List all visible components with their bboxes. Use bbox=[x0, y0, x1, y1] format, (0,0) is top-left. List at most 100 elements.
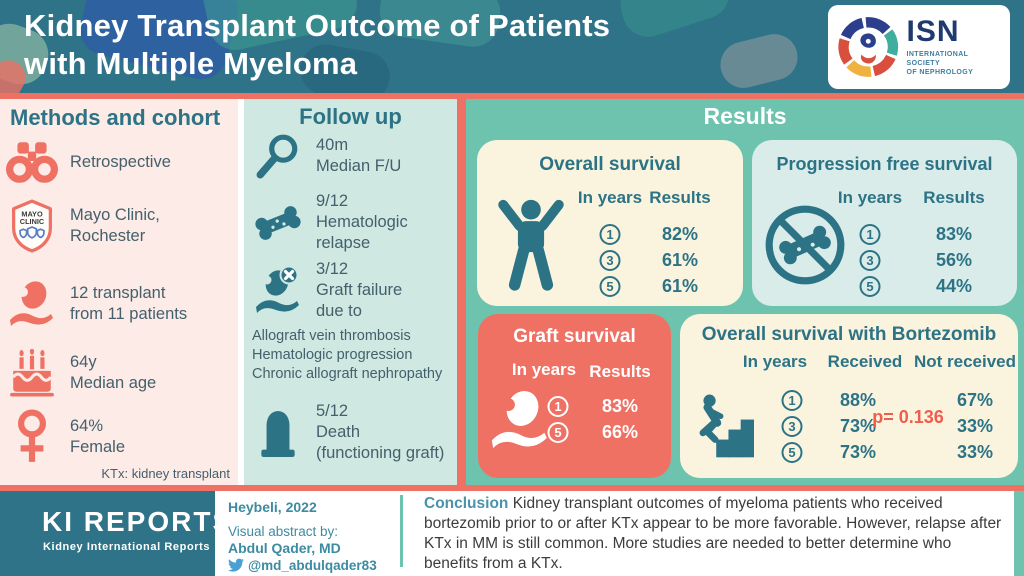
page-title-line2: with Multiple Myeloma bbox=[24, 46, 358, 81]
column-header-results: Results bbox=[589, 362, 651, 381]
panel-divider-accent bbox=[457, 99, 466, 485]
isn-crescent-shape bbox=[860, 54, 876, 64]
method-item-sex: 64% Female bbox=[4, 409, 125, 465]
received-value: 88% bbox=[839, 390, 877, 410]
method-label: Retrospective bbox=[70, 152, 171, 171]
year-badge: 3 bbox=[859, 250, 881, 271]
survival-value: 83% bbox=[601, 396, 639, 416]
isn-abbr: ISN bbox=[906, 15, 960, 48]
citation: Heybeli, 2022 bbox=[228, 499, 317, 515]
progression-free-survival-card: Progression free survival In years Resul… bbox=[752, 140, 1017, 306]
column-header-years: In years bbox=[742, 352, 808, 371]
hand-holding-kidney-icon bbox=[4, 277, 60, 331]
credit-name: Abdul Qader, MD bbox=[228, 540, 341, 556]
survival-value: 61% bbox=[661, 250, 699, 270]
followup-label: 3/12 Graft failure due to bbox=[316, 260, 403, 320]
survival-value: 61% bbox=[661, 276, 699, 296]
year-badge: 5 bbox=[599, 276, 621, 297]
isn-wordmark: ISN INTERNATIONAL SOCIETY OF NEPHROLOGY bbox=[907, 17, 1003, 77]
methods-heading: Methods and cohort bbox=[10, 105, 221, 130]
p-value: p= 0.136 bbox=[872, 407, 944, 427]
method-item-age: 64y Median age bbox=[4, 349, 156, 397]
isn-ring-icon bbox=[838, 17, 899, 77]
mayo-clinic-shield-icon: MAYO CLINIC bbox=[4, 199, 60, 253]
graft-survival-card: Graft survival In years Results 1 5 83% … bbox=[478, 314, 671, 478]
conclusion-text: Kidney transplant outcomes of myeloma pa… bbox=[424, 495, 1002, 572]
method-item-site: MAYO CLINIC Mayo Clinic, Rochester bbox=[4, 199, 160, 253]
footer: KI REPORTS Kidney International Reports … bbox=[0, 485, 1024, 576]
results-panel: Results Overall survival In years Result… bbox=[466, 99, 1024, 485]
year-badge: 1 bbox=[547, 396, 569, 417]
isn-name: INTERNATIONAL SOCIETY OF NEPHROLOGY bbox=[906, 51, 974, 76]
twitter-handle: @md_abdulqader83 bbox=[248, 557, 377, 573]
abbreviation-footnote: KTx: kidney transplant bbox=[101, 466, 230, 481]
results-heading: Results bbox=[703, 103, 787, 129]
card-title: Overall survival bbox=[539, 154, 681, 175]
accent-divider bbox=[0, 93, 1024, 99]
not-received-value: 33% bbox=[956, 416, 994, 436]
ki-reports-logo: KI REPORTS Kidney International Reports bbox=[0, 491, 231, 576]
page-title-line1: Kidney Transplant Outcome of Patients bbox=[24, 8, 611, 43]
magnifying-glass-icon bbox=[250, 133, 306, 179]
person-arms-raised-icon bbox=[495, 196, 567, 297]
brand-title: KI REPORTS bbox=[42, 506, 234, 537]
followup-item-relapse: 9/12 Hematologic relapse bbox=[250, 191, 408, 254]
year-badge: 1 bbox=[599, 224, 621, 245]
not-received-value: 33% bbox=[956, 442, 994, 462]
overall-survival-card: Overall survival In years Results 1 3 5 bbox=[477, 140, 743, 306]
card-title: Progression free survival bbox=[776, 154, 993, 174]
credit-label: Visual abstract by: bbox=[228, 524, 339, 539]
svg-text:CLINIC: CLINIC bbox=[20, 217, 45, 226]
column-header-years: In years bbox=[511, 360, 577, 379]
year-badge: 5 bbox=[859, 276, 881, 297]
brand-subtitle: Kidney International Reports bbox=[43, 541, 211, 553]
female-symbol-icon bbox=[4, 409, 60, 465]
tombstone-icon bbox=[250, 408, 306, 458]
svg-text:MAYO: MAYO bbox=[21, 209, 43, 218]
column-header-not-received: Not received bbox=[913, 352, 1017, 371]
method-label: 12 transplant from 11 patients bbox=[70, 284, 188, 323]
no-bone-icon bbox=[762, 202, 848, 293]
year-badge: 3 bbox=[599, 250, 621, 271]
method-item-cohort: 12 transplant from 11 patients bbox=[4, 277, 187, 331]
year-badge: 1 bbox=[781, 390, 803, 411]
not-received-value: 67% bbox=[956, 390, 994, 410]
page-title: Kidney Transplant Outcome of Patients wi… bbox=[24, 7, 610, 83]
panel-divider bbox=[238, 99, 244, 485]
methods-panel: Methods and cohort Retrospective bbox=[0, 99, 238, 485]
decorative-shape bbox=[613, 0, 737, 44]
followup-label: 5/12 Death (functioning graft) bbox=[316, 402, 445, 462]
twitter-icon bbox=[228, 558, 244, 572]
followup-panel: Follow up 40m Median F/U bbox=[244, 99, 457, 485]
column-header-results: Results bbox=[649, 188, 711, 207]
survival-value: 44% bbox=[935, 276, 973, 296]
method-item-retrospective: Retrospective bbox=[4, 141, 171, 183]
year-badge: 1 bbox=[859, 224, 881, 245]
person-climbing-stairs-icon bbox=[694, 386, 754, 467]
conclusion: Conclusion Kidney transplant outcomes of… bbox=[424, 494, 1006, 574]
failed-kidney-hand-icon bbox=[250, 264, 306, 318]
footer-accent-strip bbox=[1014, 491, 1024, 576]
column-header-results: Results bbox=[923, 188, 985, 207]
column-header-received: Received bbox=[827, 352, 903, 371]
received-value: 73% bbox=[839, 416, 877, 436]
method-label: 64% Female bbox=[70, 417, 126, 456]
followup-item-median: 40m Median F/U bbox=[250, 133, 401, 179]
birthday-cake-icon bbox=[4, 349, 60, 397]
header: Kidney Transplant Outcome of Patients wi… bbox=[0, 0, 1024, 93]
followup-label: 9/12 Hematologic relapse bbox=[316, 192, 408, 252]
followup-label: 40m Median F/U bbox=[316, 136, 402, 175]
card-title: Graft survival bbox=[513, 326, 636, 347]
received-value: 73% bbox=[839, 442, 877, 462]
followup-heading: Follow up bbox=[299, 104, 402, 129]
column-header-years: In years bbox=[837, 188, 903, 207]
method-label: Mayo Clinic, Rochester bbox=[70, 206, 160, 245]
twitter-row: @md_abdulqader83 bbox=[228, 557, 377, 573]
survival-value: 56% bbox=[935, 250, 973, 270]
followup-item-graft-failure: 3/12 Graft failure due to bbox=[250, 259, 402, 322]
year-badge: 3 bbox=[781, 416, 803, 437]
followup-item-death: 5/12 Death (functioning graft) bbox=[250, 401, 444, 464]
survival-value: 82% bbox=[661, 224, 699, 244]
graft-failure-causes: Allograft vein thrombosis Hematologic pr… bbox=[252, 328, 443, 382]
